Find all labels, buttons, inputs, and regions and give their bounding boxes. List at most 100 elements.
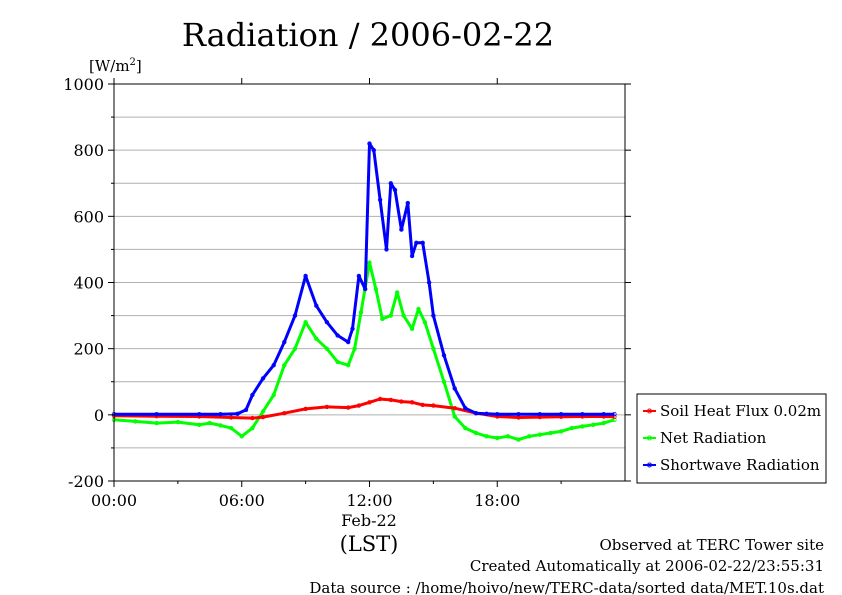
series-line [113, 397, 615, 420]
series-point [463, 425, 468, 431]
chart-title: Radiation / 2006-02-22 [182, 16, 554, 54]
series-point [324, 404, 330, 410]
series-point [505, 434, 511, 439]
series-point [516, 412, 521, 417]
legend-label: Net Radiation [660, 429, 767, 447]
series-point [218, 423, 223, 428]
series-point [401, 313, 406, 318]
series-point [399, 399, 404, 404]
series-point [324, 346, 330, 351]
series-point [250, 425, 255, 431]
y-unit-close: ] [136, 57, 142, 75]
series-point [196, 422, 202, 427]
y-unit-exponent: 2 [130, 57, 136, 68]
y-tick-label: 0 [94, 406, 104, 425]
series-point [377, 197, 383, 202]
series-point [416, 306, 421, 312]
series-point [282, 363, 287, 368]
series-point [250, 392, 255, 398]
series-point [218, 412, 223, 417]
series-point [196, 412, 202, 417]
series-point [431, 403, 436, 408]
series-point [314, 303, 319, 308]
series-point [441, 353, 447, 358]
legend-label: Shortwave Radiation [660, 456, 820, 474]
series-point [335, 333, 340, 338]
series-point [335, 359, 340, 365]
y-tick-label: 400 [73, 274, 104, 293]
legend-marker [647, 408, 652, 414]
series-point [452, 386, 457, 391]
series-point [409, 253, 415, 259]
series-point [422, 320, 428, 325]
series-point [409, 326, 415, 331]
legend-box [636, 393, 827, 484]
y-tick-label: 600 [73, 207, 104, 226]
series-point [260, 414, 266, 420]
series-point [377, 396, 383, 402]
series-point [495, 435, 500, 441]
series-point [271, 392, 276, 398]
legend: Soil Heat Flux 0.02m Net Radiation Shortwa… [636, 393, 827, 484]
series-point [292, 346, 298, 351]
series-point [580, 424, 585, 429]
series-point [292, 313, 298, 318]
x-axis-label: (LST) [340, 532, 399, 556]
series-point [356, 273, 362, 279]
series-point [431, 313, 436, 318]
series-point [235, 411, 240, 416]
series-point [484, 434, 489, 439]
legend-marker [647, 435, 652, 441]
series-point [243, 407, 249, 413]
series-point [250, 415, 255, 421]
series-point [495, 412, 500, 417]
series-point [590, 422, 596, 427]
legend-label: Soil Heat Flux 0.02m [660, 402, 821, 420]
series-point [228, 415, 234, 420]
series-point [601, 420, 606, 426]
series-point [473, 430, 479, 436]
x-tick-label: 12:00 [346, 491, 392, 510]
series-point [260, 376, 266, 381]
y-tick-label: -200 [68, 472, 104, 491]
series-point [580, 412, 585, 417]
series-point [431, 346, 436, 351]
series-point [569, 425, 574, 431]
series-point [558, 429, 564, 434]
y-axis-ticks: -200 0 200 400 600 800 1000 [63, 75, 631, 491]
series-point [367, 260, 372, 265]
series-point [601, 412, 606, 417]
series-point [420, 402, 425, 408]
series-point [409, 400, 415, 405]
series-point [527, 434, 532, 439]
y-tick-label: 200 [73, 340, 104, 359]
x-tick-label: 00:00 [91, 491, 137, 510]
y-axis-unit: [W/m2] [89, 57, 142, 75]
series-point [537, 412, 542, 417]
series-point [452, 414, 457, 419]
series-point [392, 187, 398, 193]
series-point [303, 273, 308, 279]
series-point [388, 181, 393, 186]
series-point [133, 419, 138, 424]
series-point [612, 412, 617, 417]
x-tick-label: 06:00 [219, 491, 265, 510]
series-line [114, 142, 615, 416]
series-layer [111, 141, 617, 442]
series-point [388, 397, 393, 403]
footer-site: Observed at TERC Tower site [599, 536, 824, 554]
x-tick-label: 18:00 [474, 491, 520, 510]
series-point [367, 400, 372, 405]
series-point [228, 425, 234, 431]
y-tick-label: 800 [73, 141, 104, 160]
series-point [271, 363, 276, 368]
y-unit-base: [W/m [89, 57, 130, 75]
y-tick-label: 1000 [63, 75, 104, 94]
series-point [380, 316, 385, 322]
series-point [282, 411, 287, 416]
series-point [384, 247, 389, 252]
footer-source: Data source : /home/hoivo/new/TERC-data/… [309, 579, 824, 595]
series-point [405, 200, 410, 206]
series-point [395, 290, 400, 295]
series-point [154, 412, 159, 417]
